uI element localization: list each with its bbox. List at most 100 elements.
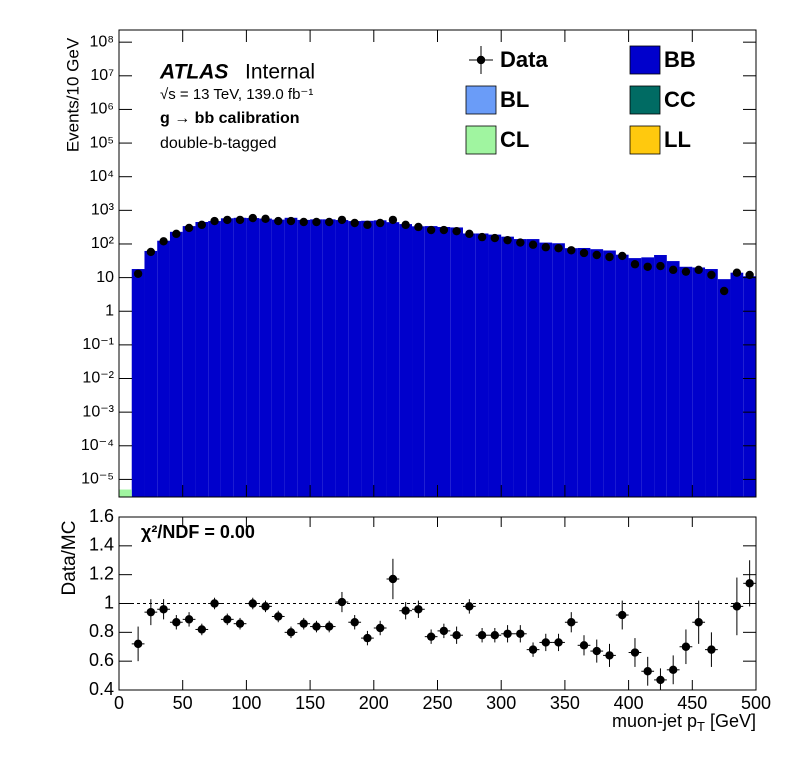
stack-segment	[437, 226, 451, 498]
legend-label: CC	[664, 87, 696, 112]
legend-swatch	[465, 85, 497, 115]
energy-label: √s = 13 TeV, 139.0 fb⁻¹	[160, 86, 313, 103]
y-tick-label: 0.4	[89, 679, 114, 699]
ratio-point	[579, 641, 589, 650]
stack-segment	[233, 217, 247, 497]
y-tick-label: 10⁻⁵	[81, 471, 114, 488]
data-point	[184, 223, 194, 233]
data-point	[133, 269, 143, 278]
legend-label: LL	[664, 127, 691, 152]
data-point	[732, 268, 742, 277]
ratio-point	[197, 625, 207, 634]
stack-segment	[220, 218, 234, 497]
ratio-point	[223, 615, 232, 624]
ratio-point	[248, 599, 257, 608]
stack-segment	[539, 242, 553, 497]
data-point	[503, 235, 512, 245]
stack-segment	[603, 250, 616, 497]
ratio-point	[465, 602, 474, 611]
stack-segment	[692, 267, 706, 497]
stack-segment	[552, 243, 565, 497]
data-point	[325, 217, 334, 227]
legend-swatch	[629, 45, 661, 75]
legend-swatch	[629, 85, 661, 115]
ratio-point	[694, 618, 703, 627]
ratio-point	[605, 651, 614, 660]
stack-segment	[641, 257, 655, 497]
data-point	[375, 218, 385, 228]
ratio-point	[388, 574, 398, 584]
data-point	[363, 220, 372, 230]
data-point	[452, 226, 461, 236]
experiment-label: ATLAS	[159, 61, 228, 84]
data-point	[312, 217, 321, 227]
stack-segment	[462, 233, 476, 497]
data-point	[426, 225, 436, 235]
ratio-point	[350, 618, 359, 627]
x-tick-label: 350	[550, 693, 580, 713]
stack-segment	[182, 226, 196, 498]
stack-segment	[577, 247, 591, 497]
stack-segment	[488, 234, 502, 497]
y-tick-label: 1.2	[89, 563, 114, 583]
data-point	[274, 216, 283, 226]
ratio-point	[630, 648, 640, 657]
ratio-point	[133, 639, 143, 649]
data-point	[261, 214, 270, 224]
y-tick-label: 0.8	[89, 621, 114, 641]
stack-segment	[208, 221, 221, 498]
data-point	[286, 216, 296, 226]
chi2-label: χ²/NDF = 0.00	[141, 522, 255, 542]
ratio-point	[325, 622, 334, 631]
data-point	[554, 243, 563, 253]
ratio-panel: 0.4 0.6 0.8 1 1.2 1.4 1.6 0 50 100 150 200 250 300 350…	[89, 506, 771, 713]
y-tick-label: 10⁸	[89, 33, 114, 50]
stack-segment	[144, 250, 158, 497]
x-axis-label-unit: [GeV]	[710, 711, 756, 731]
data-point	[668, 265, 678, 275]
stack-segment	[679, 266, 693, 497]
x-tick-label: 250	[422, 693, 452, 713]
ratio-point	[745, 579, 754, 588]
y-tick-label: 10⁻¹	[82, 336, 114, 353]
stack-segment	[730, 272, 744, 497]
legend-label: BL	[500, 87, 529, 112]
data-point	[567, 246, 576, 255]
y-tick-label: 0.6	[89, 650, 114, 670]
x-tick-label: 500	[741, 693, 771, 713]
stack-segment	[590, 249, 604, 497]
stack-segment	[386, 222, 400, 497]
data-point	[516, 238, 525, 247]
ratio-point	[528, 645, 538, 654]
data-point	[656, 261, 665, 271]
stack-segment	[654, 255, 667, 497]
stack-segment	[743, 276, 756, 497]
data-point	[630, 260, 640, 269]
data-point	[719, 286, 729, 296]
legend-label: CL	[500, 127, 529, 152]
data-point	[681, 267, 691, 276]
ratio-point	[261, 602, 270, 611]
data-point	[541, 243, 550, 252]
ratio-point	[477, 631, 487, 640]
ratio-point	[274, 612, 283, 621]
data-point	[388, 215, 398, 225]
ratio-point	[567, 618, 576, 627]
stack-segment	[501, 236, 514, 497]
y-axis-label: Events/10 GeV	[63, 37, 82, 152]
ratio-point	[656, 675, 665, 685]
stack-segment	[297, 219, 311, 498]
data-point	[414, 222, 423, 232]
ratio-point	[668, 665, 678, 675]
x-axis-label-text: muon-jet p	[612, 711, 697, 731]
data-point	[197, 220, 207, 230]
ratio-y-axis-label: Data/MC	[59, 521, 80, 596]
top-panel: 10⁻⁵ 10⁻⁴ 10⁻³ 10⁻² 10⁻¹ 1 10 10² 10³ 10⁴ 10⁵ 10⁶ 10…	[81, 29, 757, 498]
stack-segment	[348, 221, 362, 498]
data-point	[350, 218, 359, 228]
legend-label: BB	[664, 47, 696, 72]
stack-segment	[119, 489, 132, 497]
ratio-point	[426, 632, 436, 641]
